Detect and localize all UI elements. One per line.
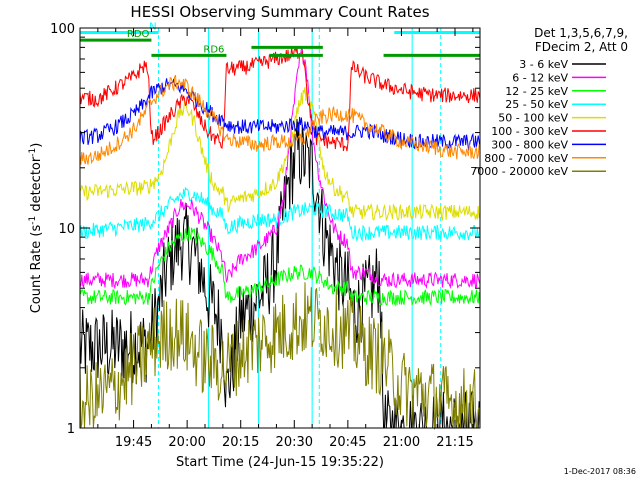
flag-label-0: N [149,21,156,32]
flag-label-2: RDO [127,29,150,40]
legend-label-8: 7000 - 20000 keV [470,165,568,178]
chart-title: HESSI Observing Summary Count Rates [130,3,429,21]
series-lines [79,47,481,430]
x-tick-label-4: 20:45 [329,435,366,450]
flag-label-3: RD6 [203,44,224,55]
legend-label-1: 6 - 12 keV [512,71,568,84]
y-tick-label-2: 100 [50,22,75,37]
x-tick-label-2: 20:15 [222,435,259,450]
y-axis-label: Count Rate (s-1 detector-1) [28,143,44,314]
legend-label-3: 25 - 50 keV [505,98,568,111]
y-axis-ticks: 1 10 100 [50,22,480,437]
series-line-3 [79,186,481,243]
series-line-8 [79,282,481,429]
x-tick-label-6: 21:15 [436,435,473,450]
x-axis-ticks: 19:45 20:00 20:15 20:30 20:45 21:00 21:15 [97,28,474,450]
x-tick-label-3: 20:30 [276,435,313,450]
timestamp: 1-Dec-2017 08:36 [564,467,636,476]
legend-label-7: 800 - 7000 keV [484,152,568,165]
series-line-2 [79,226,481,307]
legend-label-6: 300 - 800 keV [491,138,568,151]
x-tick-label-0: 19:45 [115,435,152,450]
legend-label-4: 50 - 100 keV [498,112,568,125]
legend-label-2: 12 - 25 keV [505,85,568,98]
series-line-6 [79,78,481,151]
y-tick-label-0: 1 [67,422,75,437]
legend-label-5: 100 - 300 keV [491,125,568,138]
legend: Det 1,3,5,6,7,9, FDecim 2, Att 0 3 - 6 k… [470,26,628,178]
legend-header-line2: FDecim 2, Att 0 [535,40,628,54]
series-line-4 [79,87,481,222]
series-line-7 [79,74,481,165]
y-tick-label-1: 10 [58,222,75,237]
series-line-1 [79,47,481,290]
x-axis-label: Start Time (24-Jun-15 19:35:22) [176,455,384,470]
x-tick-label-5: 21:00 [383,435,420,450]
legend-header-line1: Det 1,3,5,6,7,9, [534,26,628,40]
x-tick-label-1: 20:00 [168,435,205,450]
legend-label-0: 3 - 6 keV [519,58,568,71]
